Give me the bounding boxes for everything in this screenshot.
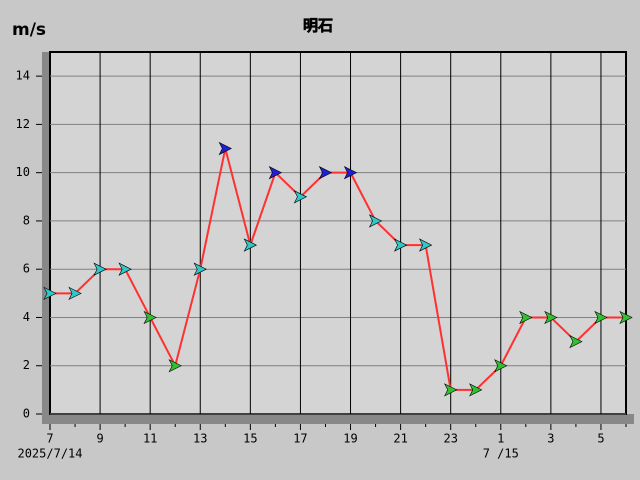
chart-title: 明石 — [303, 17, 333, 35]
x-tick-label: 5 — [597, 432, 604, 446]
wind-arrow — [469, 383, 483, 397]
x-tick-label: 17 — [293, 432, 307, 446]
y-tick-label: 4 — [23, 310, 30, 324]
date-label: 7 /15 — [483, 447, 519, 461]
wind-arrow — [93, 262, 107, 276]
wind-arrow — [43, 286, 57, 301]
x-tick-label: 1 — [497, 432, 504, 446]
x-tick-label: 21 — [393, 432, 407, 446]
wind-arrow — [544, 310, 558, 325]
y-tick-label: 12 — [16, 117, 30, 131]
wind-arrow — [193, 262, 207, 276]
date-label: 2025/7/14 — [17, 447, 82, 461]
plot-area — [49, 51, 627, 415]
wind-arrow — [268, 165, 283, 180]
y-axis-unit: m/s — [12, 20, 46, 40]
wind-arrow — [619, 310, 633, 325]
plot-shadow — [42, 414, 634, 424]
wind-arrow — [318, 165, 333, 180]
x-tick-label: 19 — [343, 432, 357, 446]
x-tick-label: 3 — [547, 432, 554, 446]
wind-arrow — [569, 334, 583, 349]
wind-arrow — [444, 383, 458, 397]
wind-arrow — [418, 238, 433, 252]
y-tick-label: 8 — [23, 213, 30, 227]
x-tick-label: 13 — [193, 432, 207, 446]
wind-arrow — [243, 238, 258, 252]
y-tick-label: 6 — [23, 262, 30, 276]
wind-arrow — [118, 262, 132, 276]
marks — [43, 141, 633, 397]
wind-arrow — [519, 310, 533, 325]
wind-arrow — [368, 214, 383, 228]
wind-arrow — [68, 286, 82, 301]
wind-arrow — [494, 359, 508, 373]
wind-arrow — [343, 165, 358, 180]
wind-arrow — [143, 310, 157, 325]
wind-arrow — [168, 359, 182, 373]
wind-arrow — [218, 141, 232, 156]
y-tick-label: 10 — [16, 165, 30, 179]
x-tick-label: 9 — [96, 432, 103, 446]
y-tick-label: 0 — [23, 407, 30, 421]
y-tick-label: 14 — [16, 69, 30, 83]
x-tick-label: 15 — [243, 432, 257, 446]
x-tick-label: 23 — [443, 432, 457, 446]
x-tick-label: 7 — [46, 432, 53, 446]
y-tick-label: 2 — [23, 358, 30, 372]
plot-shadow — [42, 52, 50, 424]
x-tick-label: 11 — [143, 432, 157, 446]
wind-arrow — [293, 190, 308, 204]
wind-arrow — [594, 310, 608, 325]
wind-arrow — [393, 238, 408, 252]
